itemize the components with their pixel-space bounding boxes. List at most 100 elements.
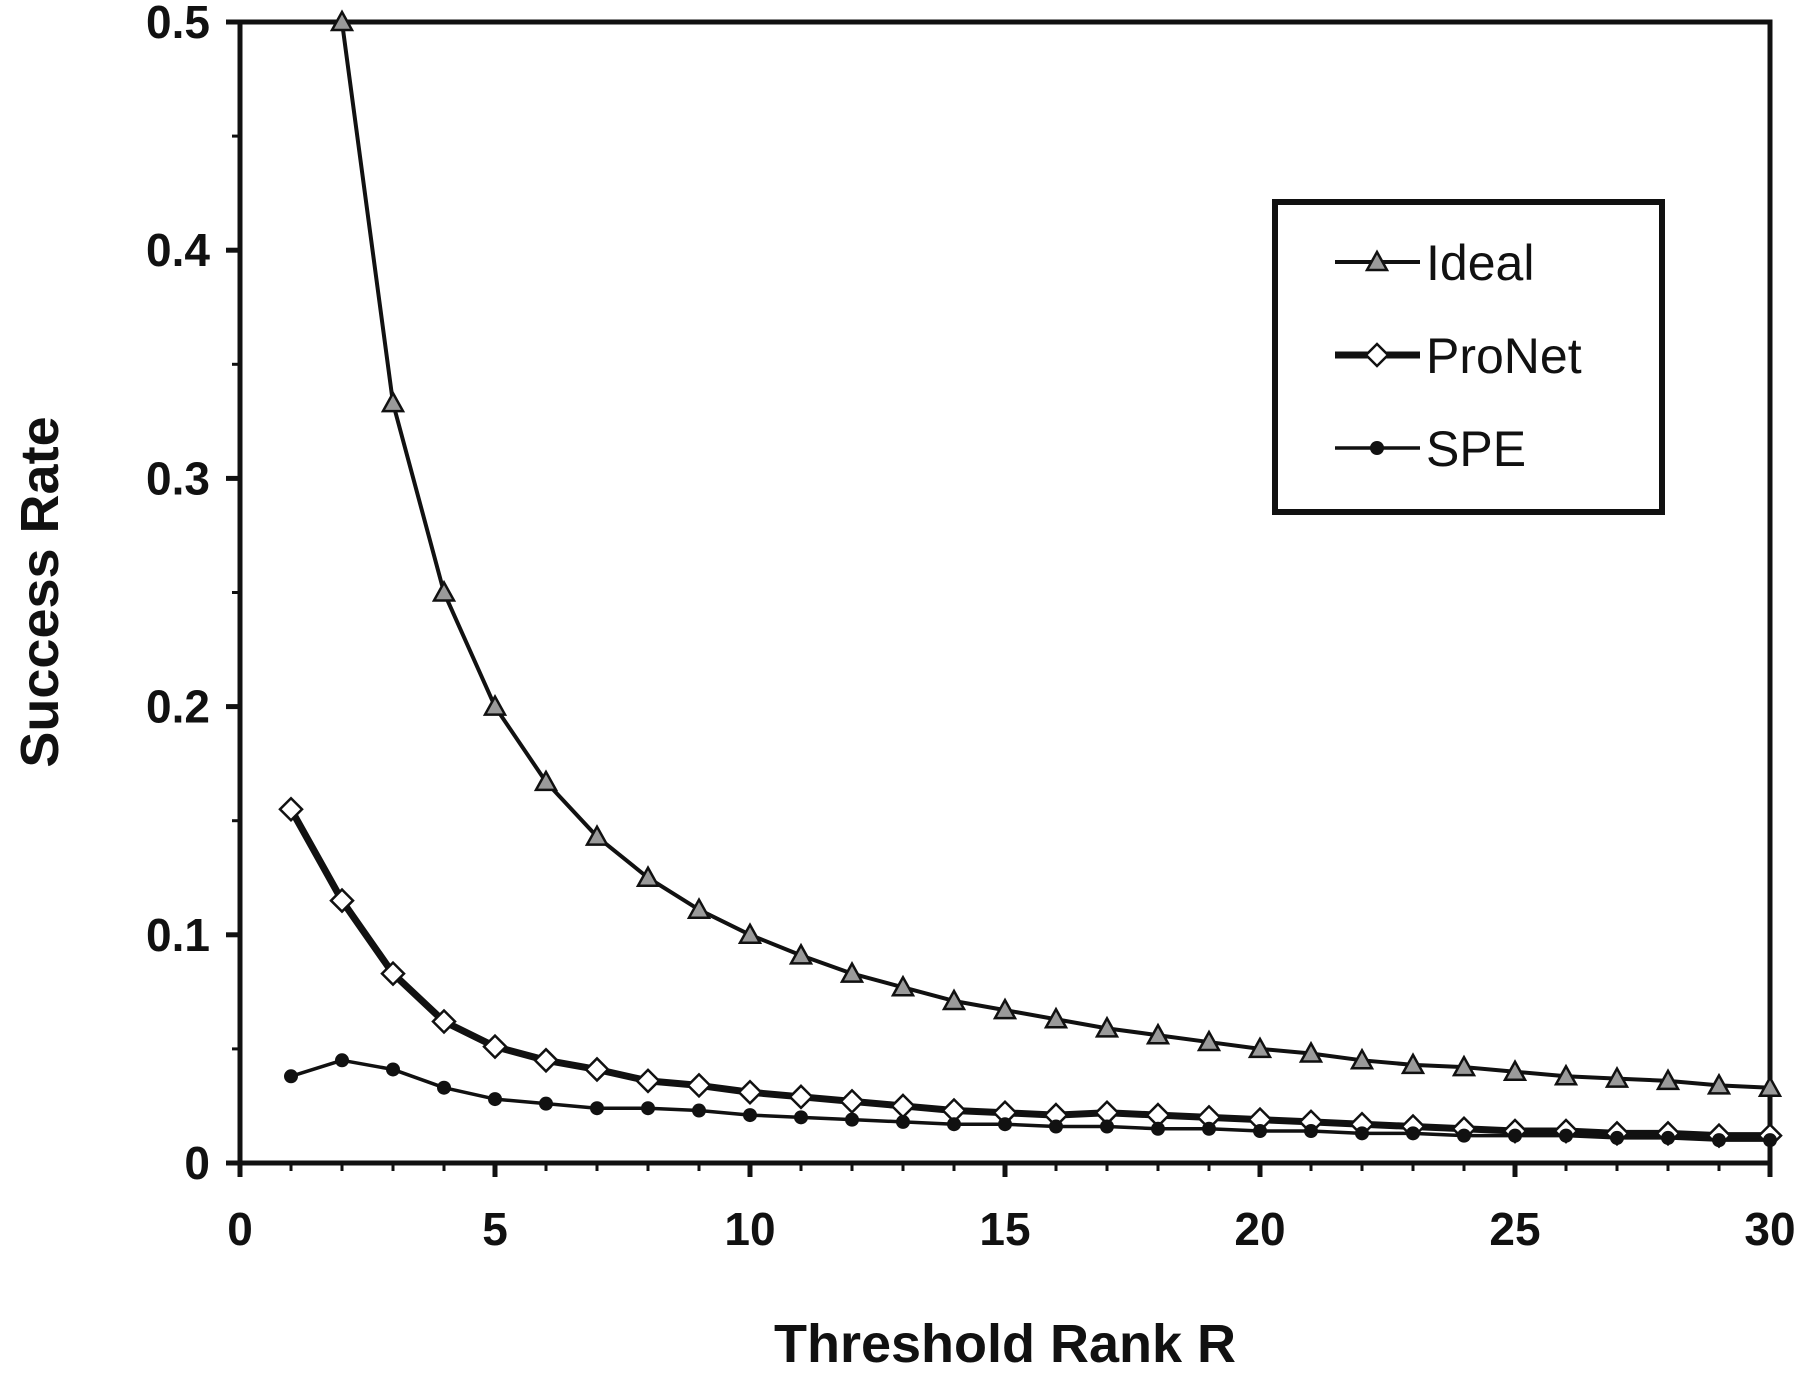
spe-point: [1151, 1121, 1165, 1136]
legend-item-spe: SPE: [1335, 421, 1526, 477]
pronet-point: [329, 887, 355, 914]
y-tick-label: 0.5: [146, 0, 210, 48]
pronet-point: [686, 1072, 712, 1099]
spe-point: [335, 1053, 349, 1068]
spe-point: [437, 1080, 451, 1095]
pronet-point: [278, 796, 304, 823]
pronet-point: [431, 1008, 457, 1035]
ideal-point: [890, 974, 916, 997]
spe-point: [794, 1110, 808, 1125]
x-tick-label: 0: [227, 1203, 253, 1255]
ideal-point: [1145, 1022, 1171, 1045]
y-tick-label: 0: [184, 1137, 210, 1189]
x-tick-label: 10: [724, 1203, 775, 1255]
spe-point: [1049, 1119, 1063, 1134]
ideal-point: [329, 9, 355, 32]
spe-point: [947, 1117, 961, 1132]
y-tick-label: 0.1: [146, 909, 210, 961]
legend-marker-pronet: [1364, 342, 1390, 368]
ideal-point: [1094, 1015, 1120, 1038]
pronet-point: [380, 960, 406, 987]
spe-point: [1100, 1119, 1114, 1134]
legend: Ideal ProNet SPE: [1272, 199, 1665, 515]
series-group: [278, 9, 1783, 1149]
x-tick-label: 25: [1489, 1203, 1540, 1255]
legend-label-ideal: Ideal: [1426, 235, 1534, 291]
spe-point: [1712, 1133, 1726, 1148]
pronet-point: [839, 1088, 865, 1115]
ideal-point: [992, 997, 1018, 1020]
pronet-point: [482, 1033, 508, 1060]
ideal-point: [1604, 1065, 1630, 1088]
spe-point: [845, 1112, 859, 1127]
x-tick-label: 30: [1744, 1203, 1795, 1255]
ideal-point: [1451, 1054, 1477, 1077]
ideal-point: [1196, 1029, 1222, 1052]
legend-marker-spe: [1370, 441, 1384, 455]
pronet-point: [635, 1068, 661, 1094]
spe-point: [1457, 1128, 1471, 1143]
ideal-point: [1553, 1063, 1579, 1086]
spe-point: [1610, 1130, 1624, 1145]
pronet-point: [788, 1084, 814, 1110]
ideal-point: [1400, 1052, 1426, 1075]
ideal-point: [431, 579, 457, 602]
ideal-point: [941, 988, 967, 1011]
spe-point: [1304, 1124, 1318, 1139]
legend-label-pronet: ProNet: [1426, 328, 1582, 384]
plot-frame: [237, 19, 1773, 1166]
spe-point: [1253, 1124, 1267, 1139]
spe-point: [692, 1103, 706, 1118]
spe-point: [1559, 1128, 1573, 1143]
spe-point: [539, 1096, 553, 1111]
pronet-point: [737, 1079, 763, 1106]
ideal-point: [839, 961, 865, 983]
ideal-point: [788, 942, 814, 965]
axis-ticks: 0 5 10 15 20 25 30 0 0.1 0.2 0.3 0.4 0.5: [146, 0, 1796, 1255]
y-axis-title: Success Rate: [10, 416, 70, 767]
x-tick-label: 20: [1234, 1203, 1285, 1255]
spe-point: [590, 1101, 604, 1116]
ideal-point: [533, 769, 559, 792]
spe-point: [641, 1101, 655, 1116]
spe-point: [284, 1069, 298, 1084]
pronet-point: [533, 1047, 559, 1074]
spe-point: [743, 1108, 757, 1123]
pronet-point: [584, 1056, 610, 1083]
series-ideal: [329, 9, 1783, 1097]
ideal-point: [1247, 1036, 1273, 1059]
ideal-point: [1349, 1047, 1375, 1070]
spe-line: [290, 1058, 1770, 1142]
spe-point: [1406, 1126, 1420, 1141]
legend-item-pronet: ProNet: [1335, 328, 1582, 384]
x-tick-label: 15: [979, 1203, 1030, 1255]
series-spe: [284, 1053, 1777, 1148]
spe-point: [1508, 1128, 1522, 1143]
ideal-point: [686, 897, 712, 919]
spe-point: [998, 1117, 1012, 1132]
legend-label-spe: SPE: [1426, 421, 1526, 477]
y-tick-label: 0.3: [146, 452, 210, 504]
legend-item-ideal: Ideal: [1335, 235, 1534, 291]
ideal-point: [737, 922, 763, 945]
x-axis-title: Threshold Rank R: [774, 1314, 1236, 1374]
ideal-point: [635, 865, 661, 887]
spe-point: [488, 1092, 502, 1107]
ideal-point: [1298, 1040, 1324, 1063]
y-tick-label: 0.4: [146, 224, 210, 276]
ideal-point: [1043, 1006, 1069, 1029]
ideal-point: [1706, 1072, 1732, 1095]
ideal-point: [482, 694, 508, 716]
legend-marker-ideal: [1364, 249, 1390, 272]
y-tick-label: 0.2: [146, 681, 210, 733]
x-tick-label: 5: [482, 1203, 508, 1255]
spe-point: [1763, 1133, 1777, 1148]
spe-point: [1202, 1121, 1216, 1136]
spe-point: [896, 1114, 910, 1129]
spe-point: [386, 1062, 400, 1077]
ideal-point: [1655, 1068, 1681, 1091]
spe-point: [1661, 1130, 1675, 1145]
ideal-point: [380, 390, 406, 413]
